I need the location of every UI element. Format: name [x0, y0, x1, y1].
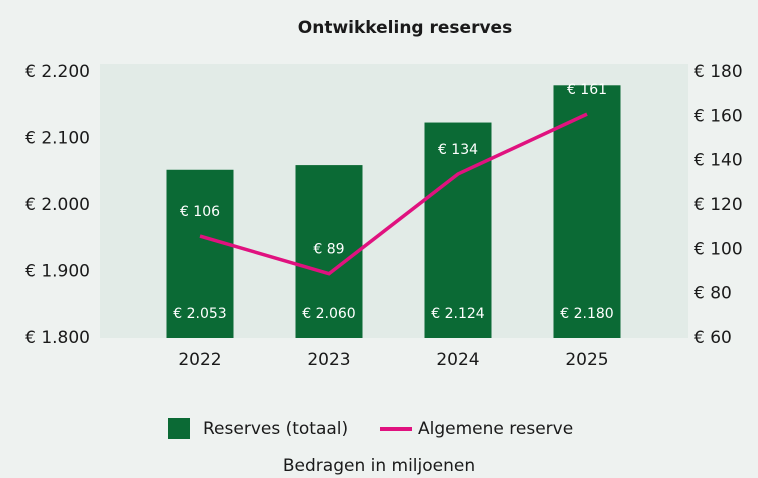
y2-tick-label: € 140 [694, 151, 743, 171]
chart-title: Ontwikkeling reserves [298, 18, 512, 38]
bar [295, 165, 363, 338]
bar [166, 169, 234, 338]
line [199, 112, 588, 276]
bar [424, 122, 492, 338]
y2-tick-label: € 120 [694, 195, 743, 215]
legend-label: Reserves (totaal) [203, 419, 348, 439]
bar-value-label: € 2.124 [431, 306, 485, 322]
y-tick-label: € 2.100 [25, 129, 90, 149]
y2-tick-label: € 160 [694, 106, 743, 126]
legend-label: Algemene reserve [418, 419, 573, 439]
bar-value-label: € 2.060 [302, 306, 355, 322]
x-tick-label: 2022 [178, 350, 221, 370]
y2-tick-label: € 180 [694, 62, 743, 82]
x-tick-label: 2025 [565, 350, 608, 370]
bar [553, 85, 621, 338]
x-tick-label: 2023 [307, 350, 350, 370]
chart-subtitle: Bedragen in miljoenen [283, 456, 475, 476]
bar-value-label: € 2.180 [560, 306, 613, 322]
y-tick-label: € 1.800 [25, 328, 90, 348]
y2-tick-label: € 80 [694, 284, 732, 304]
y-tick-label: € 2.200 [25, 62, 90, 82]
y2-tick-label: € 60 [694, 328, 732, 348]
y2-tick-label: € 100 [694, 239, 743, 259]
y-tick-label: € 2.000 [25, 195, 90, 215]
legend-swatch [168, 418, 190, 439]
bar-value-label: € 2.053 [173, 306, 226, 322]
line-value-label: € 89 [313, 242, 344, 258]
line-value-label: € 161 [567, 82, 607, 98]
line-value-label: € 106 [180, 204, 220, 220]
line-value-label: € 134 [438, 142, 478, 158]
x-tick-label: 2024 [436, 350, 479, 370]
y-tick-label: € 1.900 [25, 262, 90, 282]
